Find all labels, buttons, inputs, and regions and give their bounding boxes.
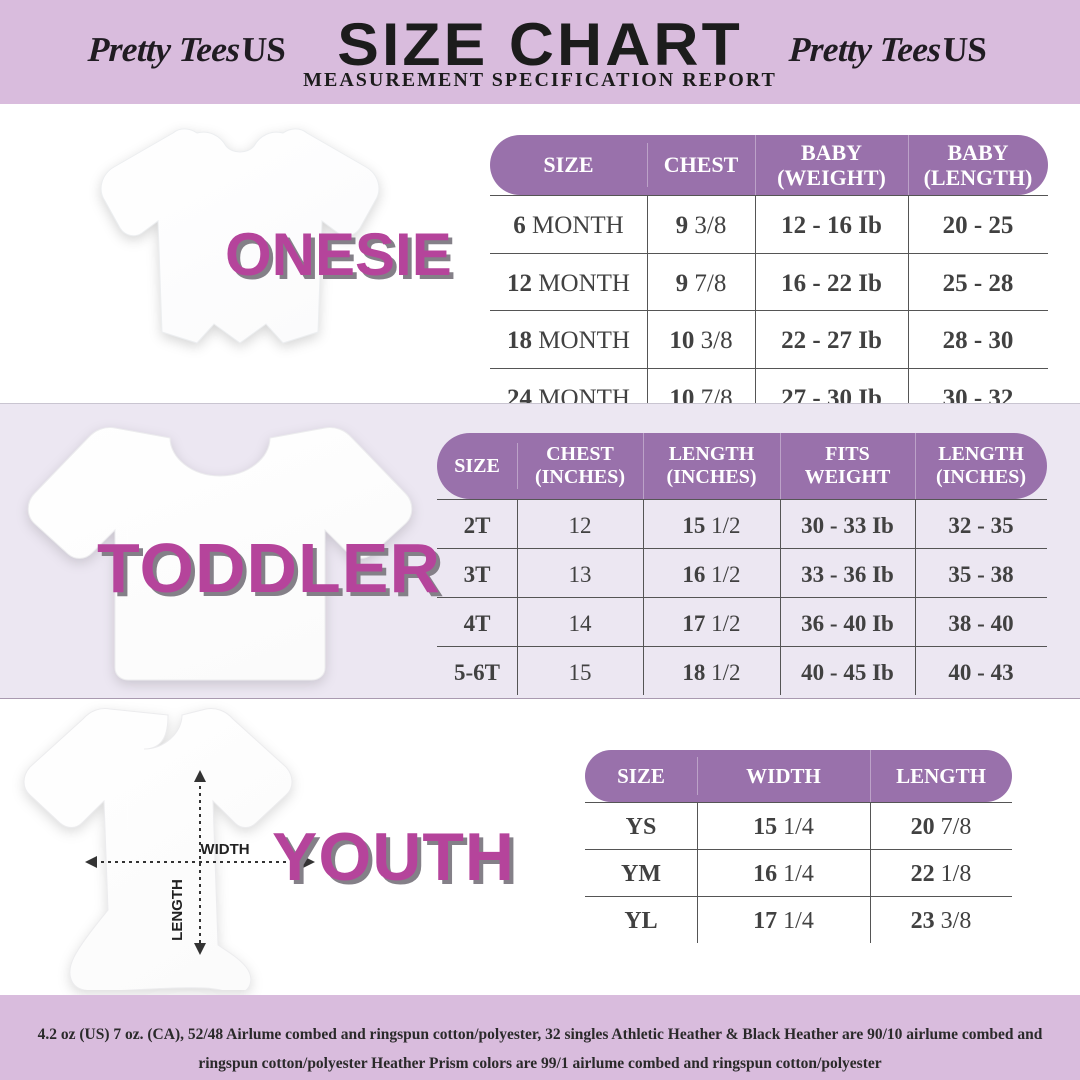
- svg-text:WIDTH: WIDTH: [200, 841, 249, 858]
- svg-text:LENGTH: LENGTH: [169, 879, 186, 941]
